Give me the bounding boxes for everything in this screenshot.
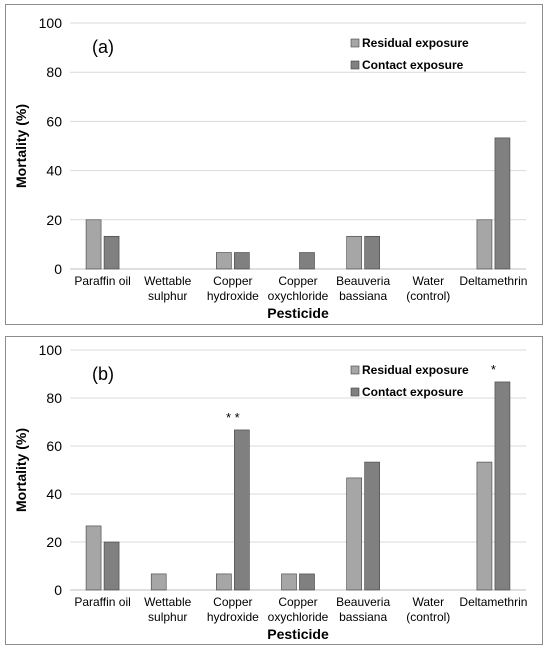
chart-a-bar-contact	[494, 137, 511, 270]
chart-b-legend-swatch	[350, 365, 360, 375]
chart-b-legend-label: Contact exposure	[362, 385, 464, 399]
chart-b-x-tick-label: Wettable	[144, 595, 191, 609]
chart-a-legend-label: Contact exposure	[362, 58, 464, 72]
chart-b-x-tick-label: (control)	[406, 610, 450, 624]
chart-b-bar-contact	[494, 381, 511, 591]
chart-a-panel-label: (a)	[92, 37, 114, 57]
chart-b-y-tick-label: 80	[46, 390, 62, 406]
chart-a-x-tick-label: Water	[413, 274, 445, 288]
chart-a-y-tick-label: 60	[46, 113, 62, 129]
chart-a-legend-swatch	[350, 60, 360, 70]
chart-a-legend-swatch	[350, 38, 360, 48]
chart-a-bar-contact	[299, 252, 315, 270]
chart-b-bar-residual	[150, 573, 167, 591]
chart-b-bar-contact	[364, 461, 380, 591]
chart-a-x-tick-label: hydroxide	[207, 289, 259, 303]
chart-b-panel-label: (b)	[92, 364, 114, 384]
chart-b-y-axis-title: Mortality (%)	[13, 428, 29, 512]
chart-b-x-tick-label: Paraffin oil	[74, 595, 130, 609]
chart-b-y-tick-label: 40	[46, 486, 62, 502]
chart-a-bar-residual	[85, 219, 102, 270]
chart-b-bar-residual	[476, 461, 493, 591]
chart-b-bar-residual	[281, 573, 297, 591]
chart-a-x-tick-label: Copper	[213, 274, 252, 288]
chart-b-x-tick-label: sulphur	[148, 610, 187, 624]
chart-b-legend-swatch	[350, 387, 360, 397]
chart-panel-a: 0 20 40 60 80 100 Paraffin oil Wettable sulphur C…	[5, 4, 543, 325]
chart-a-y-tick-label: 0	[54, 261, 62, 277]
chart-b-x-tick-label: Copper	[278, 595, 317, 609]
chart-a-x-tick-label: bassiana	[339, 289, 387, 303]
chart-b-x-tick-label: Beauveria	[336, 595, 390, 609]
chart-a-x-tick-label: oxychloride	[268, 289, 329, 303]
chart-b-bar-contact	[103, 541, 120, 591]
chart-b-significance-annotation: *	[491, 362, 496, 377]
chart-b-x-tick-label: hydroxide	[207, 610, 259, 624]
chart-b-bar-residual	[216, 573, 232, 591]
chart-a-bar-contact	[364, 235, 380, 270]
chart-a-bar-contact	[103, 235, 120, 270]
chart-a-x-tick-label: (control)	[406, 289, 450, 303]
chart-b-significance-annotation: * *	[226, 410, 240, 425]
chart-a-x-tick-label: sulphur	[148, 289, 187, 303]
chart-a-y-axis-title: Mortality (%)	[13, 104, 29, 188]
chart-b-bar-contact	[234, 429, 250, 591]
chart-a-x-axis-title: Pesticide	[267, 305, 329, 321]
chart-a-y-tick-label: 100	[39, 15, 63, 31]
chart-b-bar-residual	[346, 477, 362, 591]
chart-b-bar-residual	[85, 525, 102, 591]
chart-a-x-tick-label: Copper	[278, 274, 317, 288]
chart-a-x-tick-label: Beauveria	[336, 274, 390, 288]
chart-b-y-tick-label: 20	[46, 534, 62, 550]
chart-a-y-tick-label: 40	[46, 163, 62, 179]
chart-b-y-tick-label: 0	[54, 582, 62, 598]
chart-a-bar-residual	[346, 235, 362, 270]
chart-b-y-tick-label: 60	[46, 438, 62, 454]
chart-b-legend-label: Residual exposure	[362, 363, 469, 377]
chart-b-y-tick-label: 100	[39, 342, 63, 358]
chart-a-bar-contact	[234, 252, 250, 270]
chart-b-x-tick-label: oxychloride	[268, 610, 329, 624]
chart-b-x-tick-label: Deltamethrin	[459, 595, 527, 609]
chart-a-bar-residual	[216, 252, 232, 270]
chart-a-x-tick-label: Deltamethrin	[459, 274, 527, 288]
chart-b-bar-contact	[299, 573, 315, 591]
chart-a-x-tick-label: Paraffin oil	[74, 274, 130, 288]
chart-a-y-tick-label: 80	[46, 64, 62, 80]
chart-b-svg: 0 20 40 60 80 100 * * * Paraffin oil Wettablesulp…	[13, 342, 527, 642]
chart-b-x-tick-label: bassiana	[339, 610, 387, 624]
chart-a-y-tick-label: 20	[46, 212, 62, 228]
chart-b-x-tick-label: Water	[413, 595, 445, 609]
chart-b-x-axis-title: Pesticide	[267, 626, 329, 642]
chart-panel-b: 0 20 40 60 80 100 * * * Paraffin oil Wettable sulp…	[5, 336, 543, 645]
chart-a-bar-residual	[476, 219, 493, 270]
chart-b-x-tick-label: Copper	[213, 595, 252, 609]
chart-a-legend-label: Residual exposure	[362, 36, 469, 50]
chart-a-x-tick-label: Wettable	[144, 274, 191, 288]
